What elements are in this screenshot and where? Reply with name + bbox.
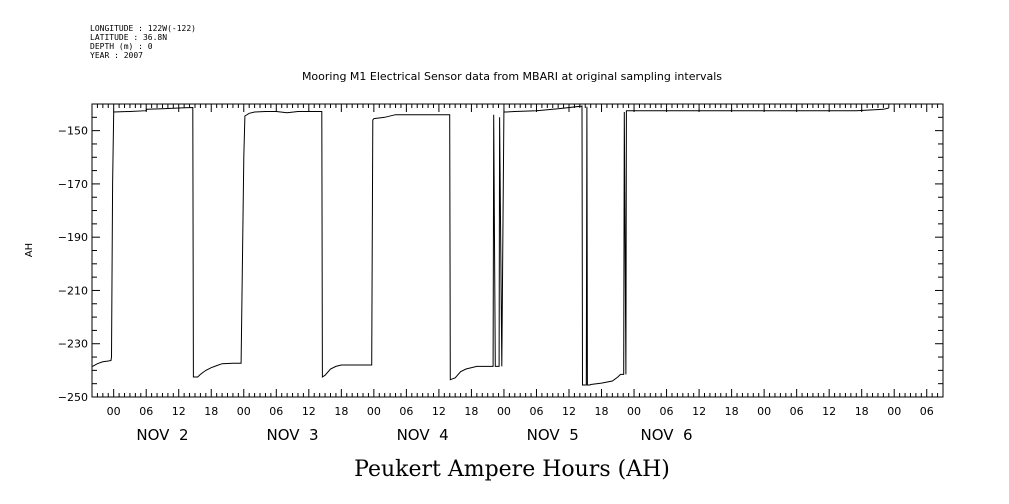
x-tick-label: 12	[562, 405, 576, 418]
plot-frame	[91, 103, 944, 398]
x-tick-label: 18	[725, 405, 739, 418]
x-tick-label: 18	[204, 405, 218, 418]
x-tick-label: 06	[399, 405, 413, 418]
x-tick-label: 00	[367, 405, 381, 418]
latitude-text: LATITUDE : 36.8N	[90, 33, 167, 42]
x-tick-label: 12	[302, 405, 316, 418]
depth-text: DEPTH (m) : 0	[90, 42, 153, 51]
series-line-1	[92, 105, 889, 386]
y-tick-label: −190	[58, 231, 88, 244]
x-tick-label: 12	[692, 405, 706, 418]
x-tick-label: 18	[855, 405, 869, 418]
x-tick-label: 06	[790, 405, 804, 418]
y-tick-label: −210	[58, 284, 88, 297]
x-tick-label: 18	[464, 405, 478, 418]
x-tick-label: 18	[595, 405, 609, 418]
x-axis-label: Peukert Ampere Hours (AH)	[354, 457, 670, 482]
x-tick-label: 06	[139, 405, 153, 418]
x-tick-label: 12	[172, 405, 186, 418]
chart-title: Mooring M1 Electrical Sensor data from M…	[302, 70, 722, 83]
y-tick-label: −250	[58, 391, 88, 404]
metadata-block: LONGITUDE : 122W(-122) LATITUDE : 36.8N …	[90, 24, 196, 60]
x-tick-label: 06	[269, 405, 283, 418]
x-tick-label: 06	[660, 405, 674, 418]
x-tick-label: 18	[334, 405, 348, 418]
x-tick-label: 00	[887, 405, 901, 418]
x-tick-label: 12	[432, 405, 446, 418]
day-label: NOV 5	[527, 426, 579, 444]
year-text: YEAR : 2007	[90, 51, 143, 60]
series-group	[92, 105, 889, 386]
day-label: NOV 3	[266, 426, 318, 444]
x-axis: 00 06 12 18 00 06 12 18 00 06 12 18 00 06 12 18 00 06 12 18…	[91, 104, 944, 418]
y-tick-label: −230	[58, 338, 88, 351]
x-tick-label: 00	[497, 405, 511, 418]
x-tick-label: 12	[822, 405, 836, 418]
day-label: NOV 6	[641, 426, 693, 444]
day-label: NOV 4	[397, 426, 449, 444]
y-axis: −150 −170 −190 −210 −230 −250	[58, 103, 943, 404]
y-tick-label: −170	[58, 178, 88, 191]
y-tick-label: −150	[58, 125, 88, 138]
x-tick-label: 00	[757, 405, 771, 418]
y-axis-label: AH	[24, 243, 35, 257]
x-tick-label: 00	[237, 405, 251, 418]
x-tick-label: 00	[107, 405, 121, 418]
x-tick-label: 06	[920, 405, 934, 418]
x-tick-label: 06	[529, 405, 543, 418]
longitude-text: LONGITUDE : 122W(-122)	[90, 24, 196, 33]
day-labels: NOV 2 NOV 3 NOV 4 NOV 5 NOV 6	[136, 426, 692, 444]
x-tick-label: 00	[627, 405, 641, 418]
day-label: NOV 2	[136, 426, 188, 444]
